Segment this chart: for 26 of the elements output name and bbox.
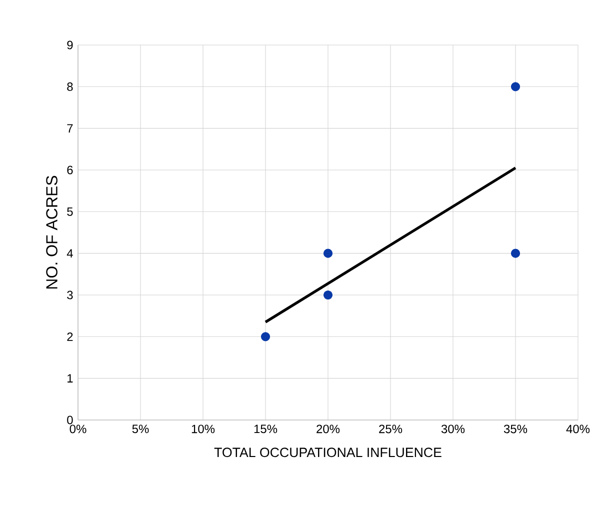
- point: [323, 290, 333, 300]
- y-tick-label: 2: [67, 332, 73, 341]
- point: [323, 248, 333, 258]
- x-tick-label: 25%: [379, 424, 402, 434]
- x-tick-label: 35%: [504, 424, 528, 434]
- point: [260, 332, 270, 342]
- y-tick-label: 3: [67, 290, 73, 300]
- point: [510, 248, 520, 258]
- y-tick-label: 4: [66, 249, 73, 258]
- y-tick-label: 9: [67, 40, 73, 50]
- x-tick-label: 30%: [441, 424, 465, 434]
- y-tick-label: 5: [67, 207, 73, 216]
- x-tick-label: 5%: [132, 424, 149, 434]
- y-tick-label: 7: [67, 124, 73, 132]
- y-axis-title: NO. OF ACRES: [46, 176, 58, 289]
- x-tick-label: 15%: [254, 424, 278, 434]
- x-tick-label: 0%: [70, 424, 86, 434]
- y-tick-label: 0: [67, 416, 73, 424]
- x-tick-label: 20%: [316, 424, 340, 434]
- point: [510, 82, 520, 92]
- y-tick-label: 6: [67, 166, 73, 174]
- y-tick-label: 1: [68, 374, 73, 382]
- y-tick-label: 8: [67, 82, 73, 91]
- x-axis-title: TOTAL OCCUPATIONAL INFLUENCE: [214, 448, 442, 458]
- x-tick-label: 10%: [192, 424, 215, 434]
- x-tick-label: 40%: [566, 424, 590, 434]
